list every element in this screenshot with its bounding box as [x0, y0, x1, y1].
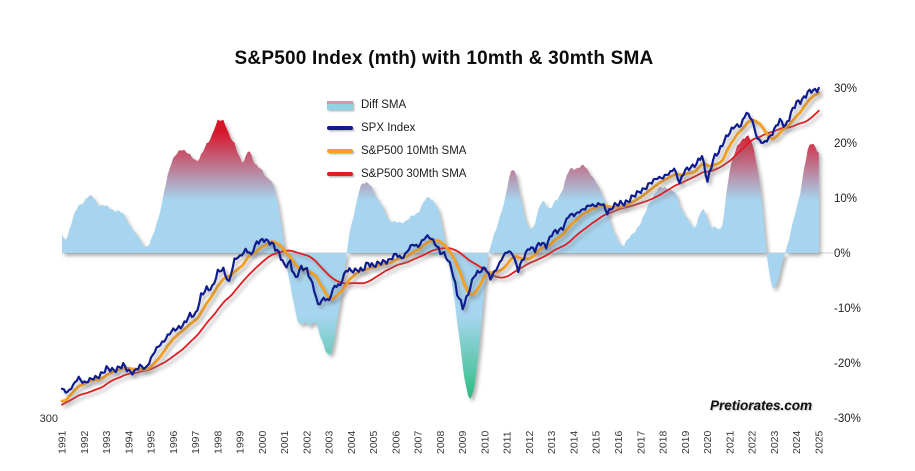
- x-axis-label: 1996: [168, 430, 180, 454]
- x-axis-label: 2018: [658, 430, 670, 454]
- x-axis-label: 2009: [457, 430, 469, 454]
- y-axis-label: 30%: [834, 83, 857, 95]
- x-axis-label: 1991: [57, 430, 69, 454]
- x-axis-label: 1993: [101, 430, 113, 454]
- x-axis-label: 2024: [791, 430, 803, 454]
- x-axis-label: 2000: [257, 430, 269, 454]
- chart-title: S&P500 Index (mth) with 10mth & 30mth SM…: [234, 48, 654, 69]
- legend-item-sma10: S&P500 10Mth SMA: [327, 142, 466, 160]
- x-axis-label: 2025: [813, 430, 825, 454]
- x-axis-label: 2014: [569, 430, 581, 454]
- x-axis-label: 1998: [212, 430, 224, 454]
- y-axis-label: -30%: [834, 413, 861, 425]
- x-axis-label: 2020: [702, 430, 714, 454]
- x-axis-label: 2003: [324, 430, 336, 454]
- legend-item-sma30: S&P500 30Mth SMA: [327, 165, 466, 183]
- y-axis-label: 0%: [834, 248, 851, 260]
- sma30-line: [61, 109, 820, 406]
- x-axis-label: 2005: [368, 430, 380, 454]
- x-axis-label: 1997: [190, 430, 202, 454]
- x-axis-label: 2015: [591, 430, 603, 454]
- x-axis-label: 2002: [301, 430, 313, 454]
- x-axis-label: 2016: [613, 430, 625, 454]
- legend-item-diff-sma: Diff SMA: [327, 96, 466, 114]
- sma30-line-swatch: [327, 172, 353, 176]
- y-axis-label: -10%: [834, 303, 861, 315]
- sma10-line: [60, 91, 821, 403]
- x-axis-label: 2023: [769, 430, 781, 454]
- legend-label: S&P500 10Mth SMA: [361, 145, 467, 157]
- diff-sma-area: [62, 119, 819, 399]
- x-axis-label: 2021: [724, 430, 736, 454]
- x-axis-label: 1999: [235, 430, 247, 454]
- x-axis-label: 2019: [680, 430, 692, 454]
- x-axis-label: 2010: [479, 430, 491, 454]
- spx-line: [60, 86, 820, 394]
- x-axis-label: 2006: [390, 430, 402, 454]
- x-axis-label: 2011: [502, 431, 514, 454]
- diff-sma-swatch: [327, 100, 353, 110]
- y-axis-label: 20%: [834, 138, 857, 150]
- x-axis-label: 1995: [146, 430, 158, 454]
- x-axis-label: 2004: [346, 430, 358, 454]
- watermark: Pretiorates.com: [709, 398, 812, 413]
- y-axis-label: -20%: [834, 358, 861, 370]
- x-axis-label: 1994: [123, 430, 135, 454]
- x-axis-label: 2017: [635, 430, 647, 454]
- x-axis-label: 1992: [79, 430, 91, 454]
- x-axis-label: 2001: [279, 430, 291, 454]
- sma10-line-swatch: [327, 149, 353, 153]
- x-axis-label: 2012: [524, 430, 536, 454]
- y-axis-label: 10%: [834, 193, 857, 205]
- left-axis-min-label: 300: [39, 413, 58, 425]
- spx-line-swatch: [327, 126, 353, 130]
- legend-label: SPX Index: [361, 122, 416, 134]
- legend-label: S&P500 30Mth SMA: [361, 168, 467, 180]
- legend-label: Diff SMA: [361, 99, 407, 111]
- legend: Diff SMA SPX Index S&P500 10Mth SMA S&P5…: [327, 96, 466, 183]
- x-axis-label: 2008: [435, 430, 447, 454]
- legend-item-spx-index: SPX Index: [327, 119, 466, 137]
- x-axis-label: 2013: [546, 430, 558, 454]
- x-axis-label: 2007: [413, 430, 425, 454]
- x-axis-label: 2022: [747, 430, 759, 454]
